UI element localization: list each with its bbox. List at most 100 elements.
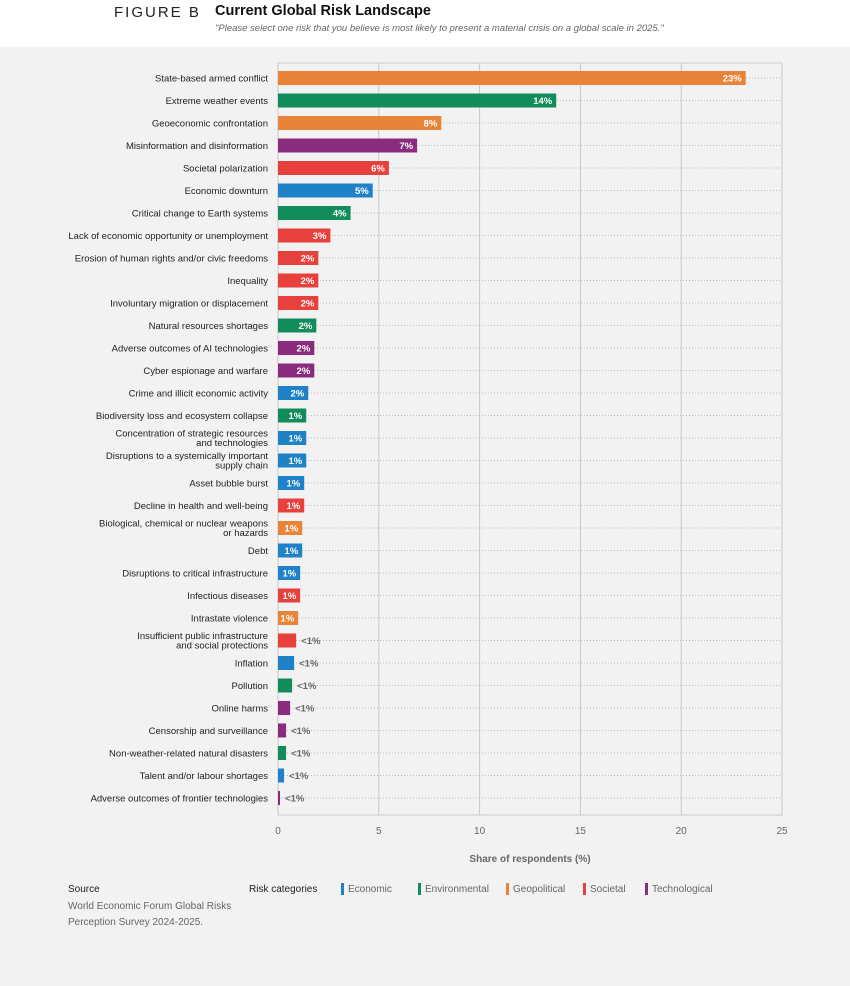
legend-swatch	[418, 883, 421, 895]
bar-label: Crime and illicit economic activity	[129, 389, 269, 400]
bar-label: Misinformation and disinformation	[126, 141, 268, 152]
bar	[278, 386, 309, 400]
chart-subtitle: "Please select one risk that you believe…	[215, 23, 664, 34]
bar	[278, 633, 297, 648]
figure-label: FIGURE B	[114, 4, 201, 21]
bar-label: State-based armed conflict	[155, 74, 268, 85]
bar-label: Societal polarization	[183, 164, 268, 175]
data-label: 23%	[723, 74, 743, 85]
bar-label: Pollution	[232, 681, 268, 692]
data-label: 2%	[299, 321, 313, 332]
legend-swatch	[506, 883, 509, 895]
bar-label: Non-weather-related natural disasters	[109, 749, 268, 760]
x-tick-label: 15	[575, 826, 587, 837]
legend-item: Societal	[583, 883, 626, 895]
bar	[278, 768, 285, 783]
bar-label: Critical change to Earth systems	[132, 209, 268, 220]
bar-label: Biological, chemical or nuclear weapons o…	[99, 519, 268, 540]
bar	[278, 453, 307, 468]
bar	[278, 318, 317, 333]
data-label: 4%	[333, 209, 347, 220]
legend-title: Risk categories	[249, 884, 318, 895]
data-label: 2%	[291, 389, 305, 400]
data-label: 5%	[355, 186, 369, 197]
bar-label: Biodiversity loss and ecosystem collapse	[96, 411, 268, 422]
bar	[278, 521, 303, 535]
data-label: 1%	[288, 411, 302, 422]
legend-label: Geopolitical	[513, 883, 566, 895]
chart-title: Current Global Risk Landscape	[215, 3, 431, 19]
data-label: 1%	[288, 456, 302, 467]
data-label: 8%	[424, 119, 438, 130]
data-label: <1%	[297, 681, 317, 692]
bar	[278, 71, 746, 85]
bar-label: Natural resources shortages	[149, 321, 269, 332]
bar-label: Disruptions to critical infrastructure	[122, 569, 268, 580]
bar-label: Intrastate violence	[191, 614, 268, 625]
bar-label: Economic downturn	[185, 186, 268, 197]
bar-label: Extreme weather events	[166, 96, 269, 107]
legend-label: Technological	[652, 883, 713, 895]
bar	[278, 498, 305, 513]
bar-label: Cyber espionage and warfare	[143, 366, 268, 377]
bar-label: Involuntary migration or displacement	[110, 299, 268, 310]
bar-label: Concentration of strategic resources and …	[115, 429, 268, 450]
data-label: <1%	[295, 704, 315, 715]
bar	[278, 116, 442, 130]
x-tick-label: 0	[275, 826, 281, 837]
data-label: <1%	[291, 726, 311, 737]
legend-swatch	[645, 883, 648, 895]
bar	[278, 273, 319, 288]
bar-label: Insufficient public infrastructure and so…	[137, 631, 268, 652]
data-label: <1%	[291, 749, 311, 760]
bar	[278, 93, 557, 108]
data-label: 1%	[282, 591, 296, 602]
bar	[278, 341, 315, 355]
data-label: <1%	[289, 771, 309, 782]
plot-area	[277, 62, 783, 816]
bar-label: Disruptions to a systemically important s…	[106, 451, 268, 472]
bar-label: Talent and/or labour shortages	[140, 771, 269, 782]
bar-label: Erosion of human rights and/or civic fre…	[75, 254, 269, 265]
data-label: 2%	[297, 366, 311, 377]
bar	[278, 183, 373, 198]
bar	[278, 408, 307, 423]
legend-item: Environmental	[418, 883, 489, 895]
bar-label: Online harms	[212, 704, 269, 715]
data-label: 2%	[297, 344, 311, 355]
x-axis-label: Share of respondents (%)	[469, 854, 590, 865]
legend-swatch	[583, 883, 586, 895]
bar-label: Debt	[248, 546, 268, 557]
bar	[278, 723, 287, 738]
data-label: 2%	[301, 299, 315, 310]
data-label: <1%	[285, 794, 305, 805]
x-tick-label: 25	[776, 826, 788, 837]
bar	[278, 296, 319, 310]
data-label: 1%	[284, 546, 298, 557]
bar-label: Censorship and surveillance	[149, 726, 268, 737]
bar	[278, 431, 307, 445]
bar	[278, 746, 287, 760]
data-label: <1%	[299, 659, 319, 670]
bar-chart: 0 5 10 15 20 25 Share of respondents (%) State-…	[68, 62, 788, 865]
bar	[278, 251, 319, 265]
data-label: 2%	[301, 276, 315, 287]
bar-label: Decline in health and well-being	[134, 501, 268, 512]
bar	[278, 363, 315, 378]
x-tick-label: 5	[376, 826, 382, 837]
bar-label: Infectious diseases	[187, 591, 268, 602]
bar	[278, 588, 301, 603]
data-label: 14%	[533, 96, 553, 107]
bar-label: Adverse outcomes of frontier technologie…	[91, 794, 269, 805]
bar	[278, 566, 301, 580]
legend-item: Technological	[645, 883, 713, 895]
legend-label: Environmental	[425, 883, 489, 895]
bar	[278, 543, 303, 558]
bar	[278, 611, 299, 625]
bar	[278, 791, 281, 805]
data-label: 1%	[286, 501, 300, 512]
legend-item: Economic	[341, 883, 392, 895]
data-label: 2%	[301, 254, 315, 265]
bar	[278, 161, 389, 175]
x-tick-label: 10	[474, 826, 486, 837]
